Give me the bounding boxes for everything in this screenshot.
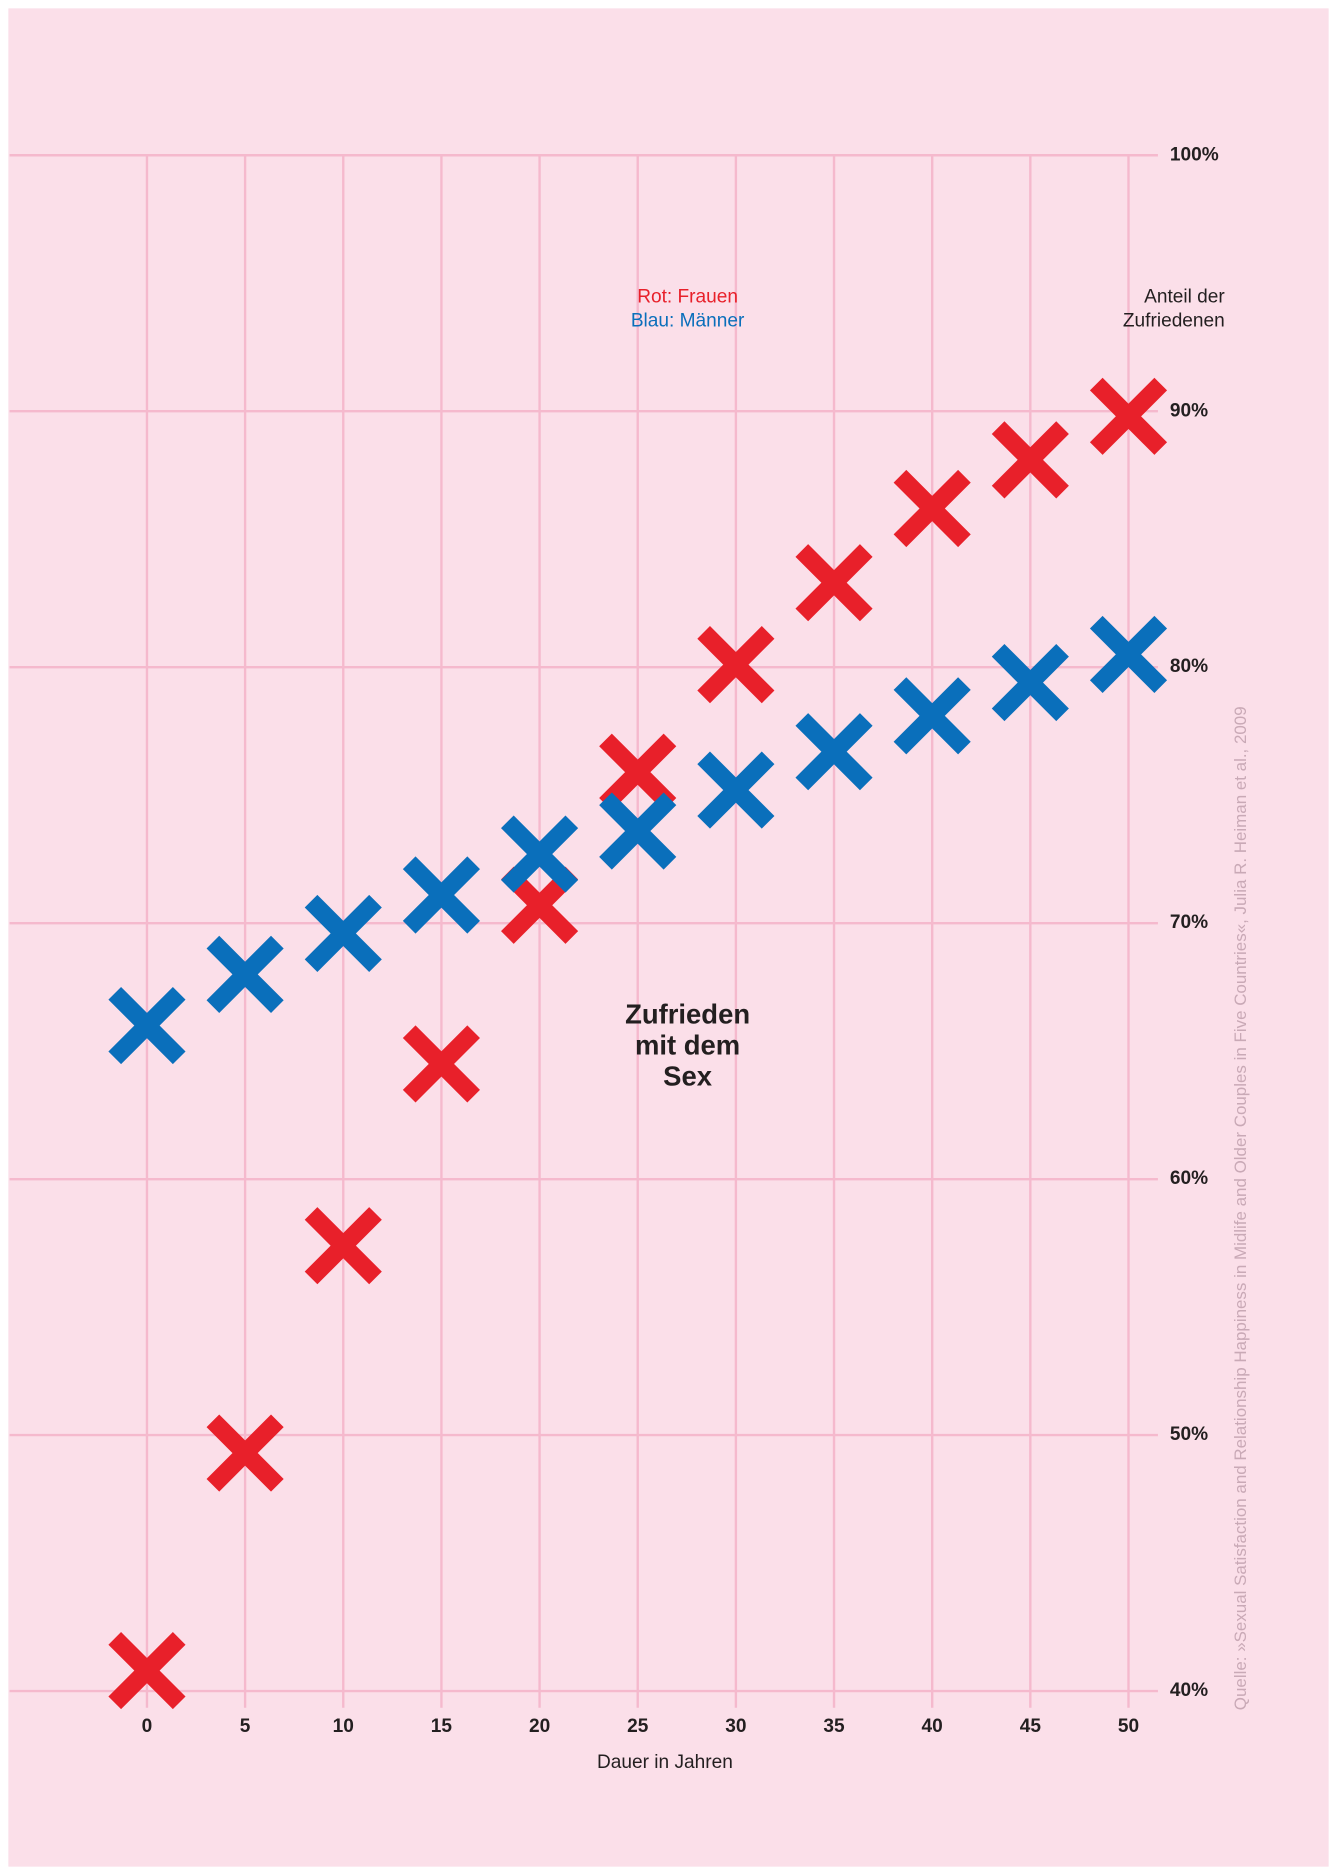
x-marker xyxy=(402,1025,480,1103)
annotation: Zufrieden xyxy=(625,999,750,1030)
y-tick-label: 80% xyxy=(1170,656,1208,677)
x-marker xyxy=(991,421,1069,499)
x-marker xyxy=(599,792,677,870)
y-tick-label: 60% xyxy=(1170,1168,1208,1189)
x-marker xyxy=(893,469,971,548)
x-tick-label: 30 xyxy=(725,1716,746,1737)
x-marker xyxy=(206,1414,284,1492)
source: Quelle: »Sexual Satisfaction and Relatio… xyxy=(1231,706,1250,1710)
annotation: mit dem xyxy=(635,1030,740,1061)
x-marker xyxy=(402,856,480,934)
legend-entry: Blau: Männer xyxy=(631,310,745,331)
x-marker xyxy=(599,733,677,811)
legend-entry: Rot: Frauen xyxy=(637,286,738,307)
x-marker xyxy=(697,626,775,704)
x-axis-label: Dauer in Jahren xyxy=(597,1752,733,1773)
x-marker xyxy=(108,1632,186,1710)
x-tick-label: 10 xyxy=(333,1716,354,1737)
x-marker xyxy=(206,935,284,1013)
x-tick-label: 0 xyxy=(142,1716,153,1737)
x-marker xyxy=(795,713,873,791)
x-tick-label: 35 xyxy=(823,1716,845,1737)
x-tick-label: 40 xyxy=(922,1716,943,1737)
x-tick-label: 20 xyxy=(529,1716,550,1737)
y-tick-label: 100% xyxy=(1170,144,1219,165)
y-tick-label: 90% xyxy=(1170,400,1208,421)
y-tick-label: 40% xyxy=(1170,1680,1208,1701)
y-axis-label: Zufriedenen xyxy=(1123,310,1225,331)
x-marker xyxy=(893,677,971,755)
x-marker xyxy=(501,815,579,893)
x-marker xyxy=(304,894,382,972)
x-marker xyxy=(304,1207,382,1285)
x-marker xyxy=(697,751,775,829)
x-tick-label: 50 xyxy=(1118,1716,1139,1737)
x-marker xyxy=(1089,377,1168,455)
y-axis-label: Anteil der xyxy=(1144,286,1225,307)
x-marker xyxy=(991,643,1069,722)
x-tick-label: 45 xyxy=(1020,1716,1042,1737)
x-marker xyxy=(108,986,186,1065)
x-tick-label: 15 xyxy=(431,1716,453,1737)
background xyxy=(8,8,1329,1867)
y-tick-label: 70% xyxy=(1170,912,1208,933)
x-marker xyxy=(1089,615,1168,693)
x-tick-label: 5 xyxy=(240,1716,251,1737)
y-tick-label: 50% xyxy=(1170,1424,1208,1445)
x-marker xyxy=(795,544,873,622)
annotation: Sex xyxy=(663,1061,713,1092)
x-tick-label: 25 xyxy=(627,1716,649,1737)
